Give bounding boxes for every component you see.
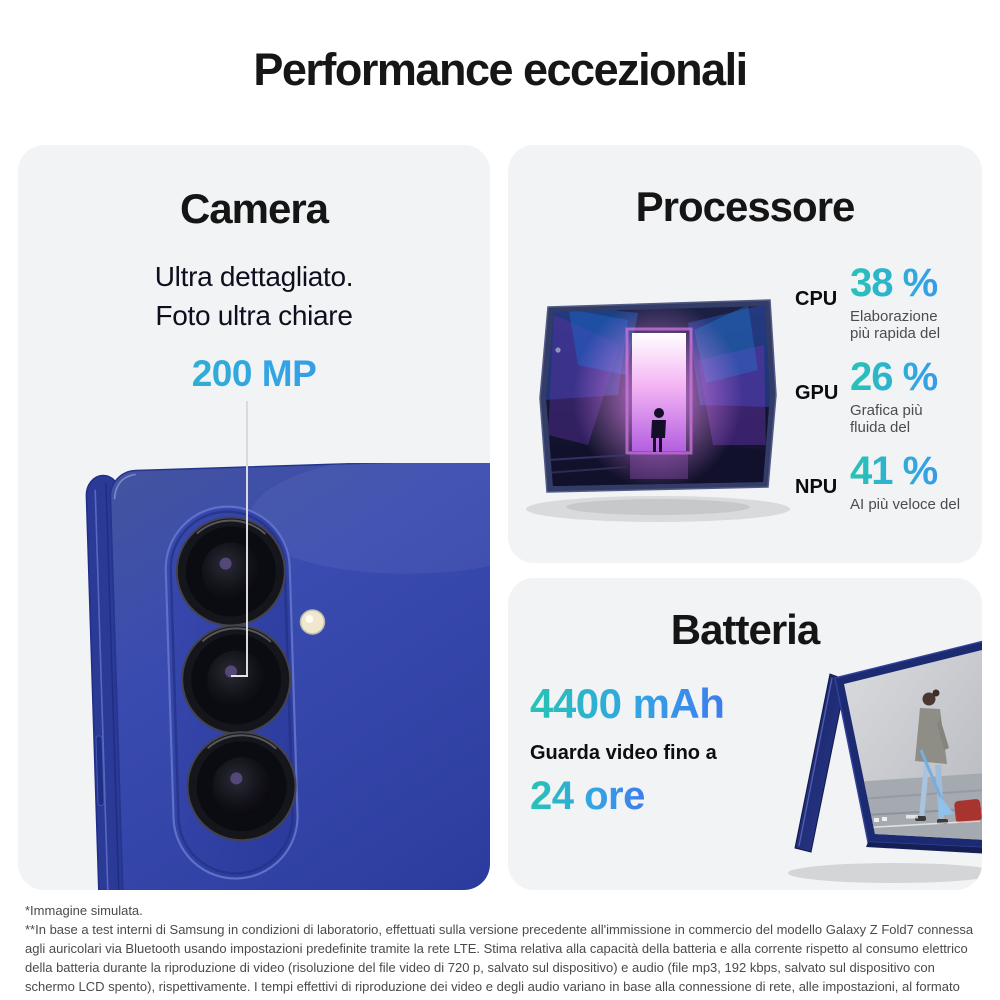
battery-caption: Guarda video fino a — [530, 742, 717, 764]
footnote-image-disclaimer: *Immagine simulata. — [25, 903, 143, 918]
battery-card: Batteria — [508, 578, 982, 890]
page-title: Performance eccezionali — [253, 44, 748, 95]
battery-card-title: Batteria — [670, 606, 820, 653]
camera-megapixel-value: 200 MP — [18, 353, 490, 395]
camera-card: Camera Ultra dettagliato. Foto ultra chi… — [18, 145, 490, 890]
camera-card-title: Camera — [179, 185, 329, 232]
battery-hours-value: 24 ore — [530, 774, 645, 818]
stat-cpu-desc: Elaborazione più rapida del — [850, 308, 941, 342]
stat-npu: NPU 41 % AI più veloce del — [795, 451, 982, 513]
stat-npu-value: 41 % — [850, 451, 982, 491]
stat-gpu: GPU 26 % Grafica più fluida del — [795, 357, 982, 436]
stat-cpu: CPU 38 % Elaborazione più rapida del — [795, 263, 982, 342]
stat-cpu-value: 38 % — [850, 263, 982, 303]
stat-cpu-label: CPU — [795, 288, 838, 310]
stat-npu-desc: AI più veloce del — [850, 496, 961, 513]
processor-card: Processore — [508, 145, 982, 563]
spec-pointer-tick — [231, 675, 248, 677]
processor-card-title: Processore — [635, 183, 856, 230]
stat-gpu-label: GPU — [795, 382, 839, 404]
camera-card-subtitle: Ultra dettagliato. Foto ultra chiare — [154, 261, 354, 331]
footnotes: *Immagine simulata. **In base a test int… — [25, 901, 977, 1000]
spec-pointer-line — [246, 401, 248, 677]
stat-gpu-desc: Grafica più fluida del — [850, 402, 923, 436]
camera-phone-image — [85, 463, 490, 890]
processor-phone-image — [526, 299, 790, 522]
battery-phone-image — [788, 640, 982, 883]
stat-gpu-value: 26 % — [850, 357, 982, 397]
battery-capacity-value: 4400 mAh — [530, 680, 725, 727]
stat-npu-label: NPU — [795, 476, 838, 498]
footnote-test-disclaimer: **In base a test interni di Samsung in c… — [25, 922, 974, 1000]
